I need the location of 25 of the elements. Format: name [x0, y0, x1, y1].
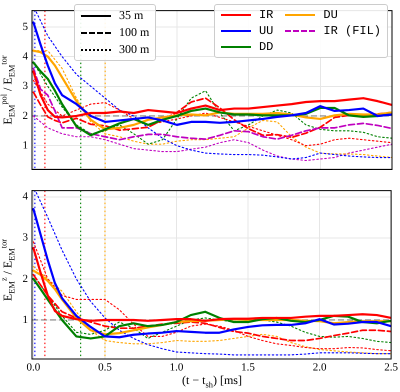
- y-tick-label: 1: [22, 140, 28, 152]
- x-tick-label: 2.5: [384, 361, 398, 374]
- x-tick-label: 2.0: [312, 361, 327, 374]
- y-tick-label: 1: [22, 314, 28, 326]
- y-tick-label: 2: [22, 110, 28, 122]
- key-panel: 35 m 100 m 300 m: [74, 4, 156, 61]
- annotation: 35 m: [119, 8, 144, 23]
- legend-label: IR: [258, 8, 274, 22]
- y-tick-label: 3: [22, 80, 28, 92]
- y-tick-label: 4: [22, 50, 28, 62]
- y-tick-label: 2: [22, 272, 28, 285]
- x-tick-label: 1.0: [170, 361, 184, 374]
- x-tick-label: 0.5: [98, 361, 112, 374]
- x-axis-title: (t − t$_{sh}$) [ms]: [182, 373, 242, 390]
- legend-label: IR (FIL): [323, 24, 381, 38]
- y-tick-label: 3: [22, 232, 28, 244]
- y-tick-label: 4: [22, 190, 28, 203]
- annotation: 100 m: [119, 25, 150, 40]
- legend-label: DU: [323, 8, 338, 22]
- x-tick-label: 1.5: [241, 361, 256, 374]
- y-tick-label: 5: [22, 20, 28, 33]
- legend-label: DD: [258, 40, 274, 54]
- x-tick-label: 0.0: [26, 361, 41, 374]
- annotation: 300 m: [119, 42, 150, 57]
- legend-label: UU: [258, 24, 274, 38]
